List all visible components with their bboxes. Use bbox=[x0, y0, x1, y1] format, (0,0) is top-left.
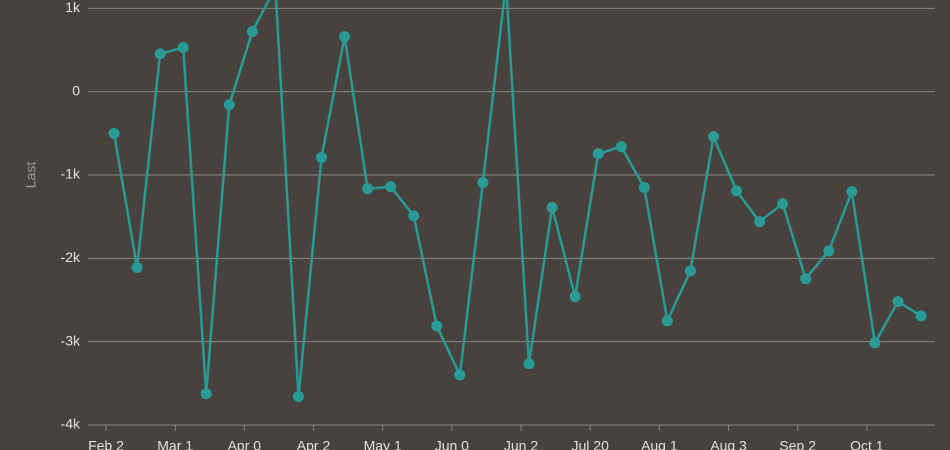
plot-area bbox=[108, 0, 927, 403]
data-point bbox=[385, 181, 397, 193]
data-point bbox=[108, 127, 120, 139]
y-tick-label: 1k bbox=[65, 0, 81, 15]
data-point bbox=[223, 99, 235, 111]
data-point bbox=[823, 245, 835, 257]
data-point bbox=[869, 337, 881, 349]
data-point bbox=[477, 177, 489, 188]
x-tick-label: Aug 3 bbox=[710, 438, 747, 450]
x-tick-label: Feb 2 bbox=[88, 438, 124, 450]
data-point bbox=[154, 48, 166, 60]
data-point bbox=[431, 320, 443, 332]
data-point bbox=[707, 131, 719, 143]
data-point bbox=[800, 273, 812, 285]
x-tick-label: Apr 2 bbox=[297, 438, 331, 450]
y-axis-label: Last bbox=[23, 162, 39, 189]
data-point bbox=[615, 141, 627, 153]
data-point bbox=[592, 148, 604, 160]
y-tick-label: -2k bbox=[61, 249, 81, 265]
x-tick-label: Jul 20 bbox=[572, 438, 610, 450]
data-point bbox=[454, 369, 466, 381]
data-point bbox=[638, 182, 650, 193]
x-tick-label: May 1 bbox=[364, 438, 402, 450]
series-line bbox=[112, 0, 922, 397]
data-point bbox=[131, 262, 143, 273]
data-point bbox=[177, 42, 189, 53]
data-point bbox=[569, 291, 581, 303]
data-point bbox=[684, 265, 696, 277]
data-point bbox=[915, 310, 927, 322]
data-point bbox=[200, 388, 212, 400]
data-point bbox=[316, 152, 328, 163]
x-tick-label: Mar 1 bbox=[157, 438, 193, 450]
x-tick-label: Aug 1 bbox=[641, 438, 678, 450]
data-point bbox=[292, 391, 304, 403]
data-point bbox=[339, 31, 351, 43]
data-point bbox=[246, 26, 258, 38]
data-point bbox=[892, 296, 904, 308]
x-tick-label: Jun 0 bbox=[435, 438, 469, 450]
y-tick-label: -3k bbox=[61, 332, 81, 348]
data-point bbox=[754, 216, 766, 228]
data-point bbox=[777, 198, 789, 210]
data-point bbox=[731, 185, 743, 197]
data-point bbox=[362, 183, 374, 195]
y-tick-label: -1k bbox=[61, 166, 81, 182]
data-point bbox=[523, 358, 535, 370]
data-point bbox=[846, 186, 858, 198]
x-tick-label: Sep 2 bbox=[779, 438, 816, 450]
x-tick-label: Apr 0 bbox=[228, 438, 262, 450]
y-tick-label: 0 bbox=[72, 82, 80, 98]
y-tick-label: -4k bbox=[61, 416, 81, 432]
data-point bbox=[546, 202, 558, 213]
data-point bbox=[408, 210, 420, 222]
data-point bbox=[661, 315, 673, 327]
x-tick-label: Oct 1 bbox=[850, 438, 884, 450]
x-tick-label: Jun 2 bbox=[504, 438, 538, 450]
